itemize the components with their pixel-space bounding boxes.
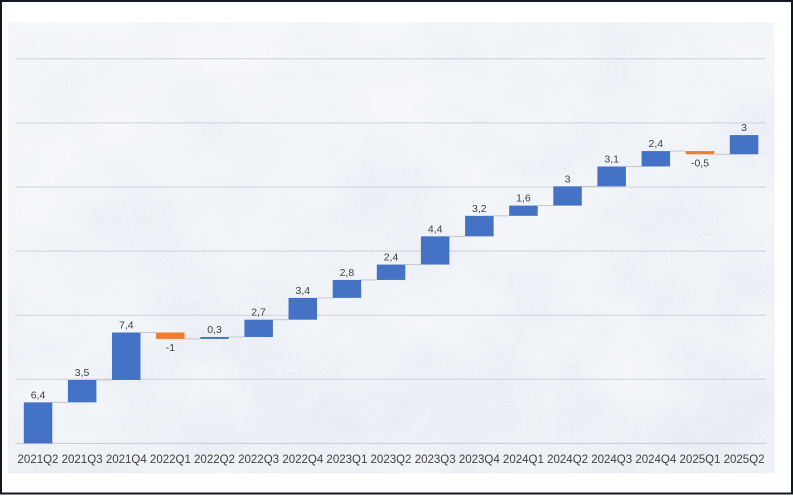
svg-text:2022Q2: 2022Q2 <box>194 454 235 466</box>
svg-text:2021Q2: 2021Q2 <box>18 454 59 466</box>
svg-text:3,5: 3,5 <box>75 367 90 379</box>
svg-text:2024Q4: 2024Q4 <box>635 454 677 466</box>
svg-text:2021Q4: 2021Q4 <box>106 454 148 466</box>
svg-text:-1: -1 <box>166 342 175 354</box>
svg-text:2024Q3: 2024Q3 <box>591 454 632 466</box>
svg-text:1,6: 1,6 <box>516 193 531 205</box>
svg-text:-0,5: -0,5 <box>691 158 709 170</box>
svg-text:2023Q4: 2023Q4 <box>459 454 501 466</box>
svg-text:3,1: 3,1 <box>604 154 619 166</box>
svg-text:2025Q2: 2025Q2 <box>724 454 765 466</box>
svg-text:2022Q1: 2022Q1 <box>150 454 191 466</box>
svg-text:7,4: 7,4 <box>119 320 134 332</box>
svg-text:2023Q2: 2023Q2 <box>371 454 412 466</box>
svg-text:2024Q1: 2024Q1 <box>503 454 544 466</box>
svg-text:2023Q3: 2023Q3 <box>415 454 456 466</box>
svg-text:3: 3 <box>741 122 747 134</box>
svg-text:4,4: 4,4 <box>428 223 443 235</box>
svg-text:2023Q1: 2023Q1 <box>326 454 367 466</box>
svg-text:2022Q4: 2022Q4 <box>282 454 324 466</box>
svg-text:2,8: 2,8 <box>340 267 355 279</box>
svg-text:3: 3 <box>565 173 571 185</box>
svg-text:2021Q3: 2021Q3 <box>62 454 103 466</box>
svg-text:2,7: 2,7 <box>251 307 266 319</box>
svg-text:2024Q2: 2024Q2 <box>547 454 588 466</box>
svg-text:2022Q3: 2022Q3 <box>238 454 279 466</box>
svg-text:2,4: 2,4 <box>384 252 399 264</box>
svg-text:3,2: 3,2 <box>472 203 487 215</box>
svg-text:0,3: 0,3 <box>207 324 222 336</box>
svg-text:3,4: 3,4 <box>295 285 310 297</box>
svg-text:6,4: 6,4 <box>31 389 46 401</box>
svg-text:2025Q1: 2025Q1 <box>680 454 721 466</box>
svg-text:2,4: 2,4 <box>648 138 663 150</box>
